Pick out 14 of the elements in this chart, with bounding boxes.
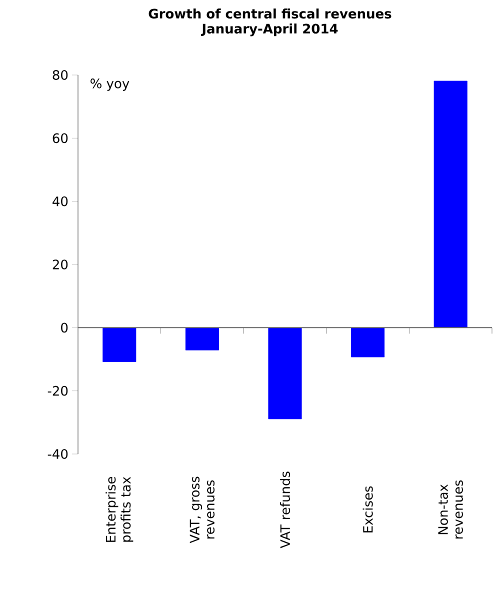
x-tick-label: Non-tax revenues (438, 480, 463, 539)
y-tick-label: 20 (52, 260, 68, 270)
y-tick-label: 0 (61, 322, 68, 333)
y-tick-label: 80 (52, 70, 68, 80)
y-tick-label: -20 (48, 386, 68, 396)
x-tick-label: VAT refunds (280, 472, 290, 548)
chart-title: Growth of central fiscal revenues January-April 2014 (148, 8, 392, 36)
y-tick-label: 60 (52, 133, 68, 144)
x-tick-label: Excises (362, 486, 373, 532)
y-tick-label: 40 (52, 196, 68, 206)
x-tick-label: Enterprise profits tax (106, 476, 134, 542)
x-tick-label: VAT, gross revenues (190, 476, 215, 544)
y-tick-label: -40 (48, 449, 68, 459)
y-axis-title: % yoy (90, 78, 130, 91)
